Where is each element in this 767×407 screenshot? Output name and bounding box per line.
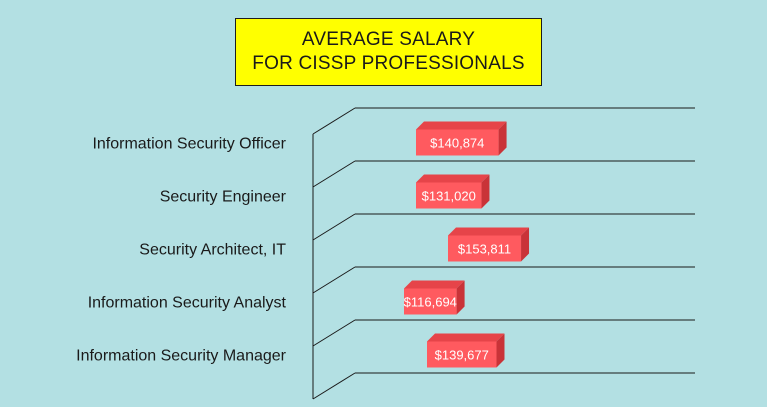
data-label: $140,874 [430, 136, 484, 151]
data-label: $116,694 [404, 295, 457, 310]
bar-2: $131,020 [416, 174, 490, 209]
category-labels-layer: Information Security Officer Security Eng… [76, 136, 287, 365]
category-label: Security Architect, IT [139, 242, 286, 259]
category-label: Information Security Manager [76, 348, 287, 365]
category-label: Security Engineer [160, 189, 287, 206]
bar-side-face [498, 121, 507, 156]
bar-top-face [448, 227, 530, 236]
bar-front-face [427, 341, 497, 368]
chart-title-box: AVERAGE SALARY FOR CISSP PROFESSIONALS [235, 18, 542, 86]
data-label: $131,020 [422, 189, 476, 204]
bar-front-face [404, 288, 457, 315]
bars-layer: $140,874 $131,020 $153,811 $116,694 $139,677 [404, 121, 530, 368]
bar-1: $140,874 [416, 121, 507, 156]
bar-side-face [496, 333, 505, 368]
bar-side-face [481, 174, 490, 209]
bar-top-face [416, 174, 490, 183]
bar-top-face [416, 121, 507, 130]
bar-3: $153,811 [448, 227, 530, 262]
bar-4: $116,694 [404, 280, 465, 315]
category-label: Information Security Analyst [88, 295, 287, 312]
bar-side-face [521, 227, 530, 262]
data-label: $139,677 [435, 348, 489, 363]
bar-5: $139,677 [427, 333, 505, 368]
chart-title-line-2: FOR CISSP PROFESSIONALS [252, 53, 525, 74]
bar-front-face [416, 182, 482, 209]
chart-title-line-1: AVERAGE SALARY [301, 29, 476, 50]
data-label: $153,811 [458, 242, 511, 257]
bar-top-face [427, 333, 505, 342]
gridline-diagonal [312, 160, 356, 188]
gridline-diagonal [312, 107, 356, 135]
gridline-diagonal [312, 372, 356, 400]
bar-front-face [416, 129, 499, 156]
bar-side-face [456, 280, 465, 315]
category-label: Information Security Officer [92, 136, 286, 153]
gridline-diagonal [312, 266, 356, 294]
grid-layer [312, 107, 695, 400]
bar-top-face [404, 280, 465, 289]
gridline-diagonal [312, 319, 356, 347]
bar-front-face [448, 235, 522, 262]
gridline-diagonal [312, 213, 356, 241]
